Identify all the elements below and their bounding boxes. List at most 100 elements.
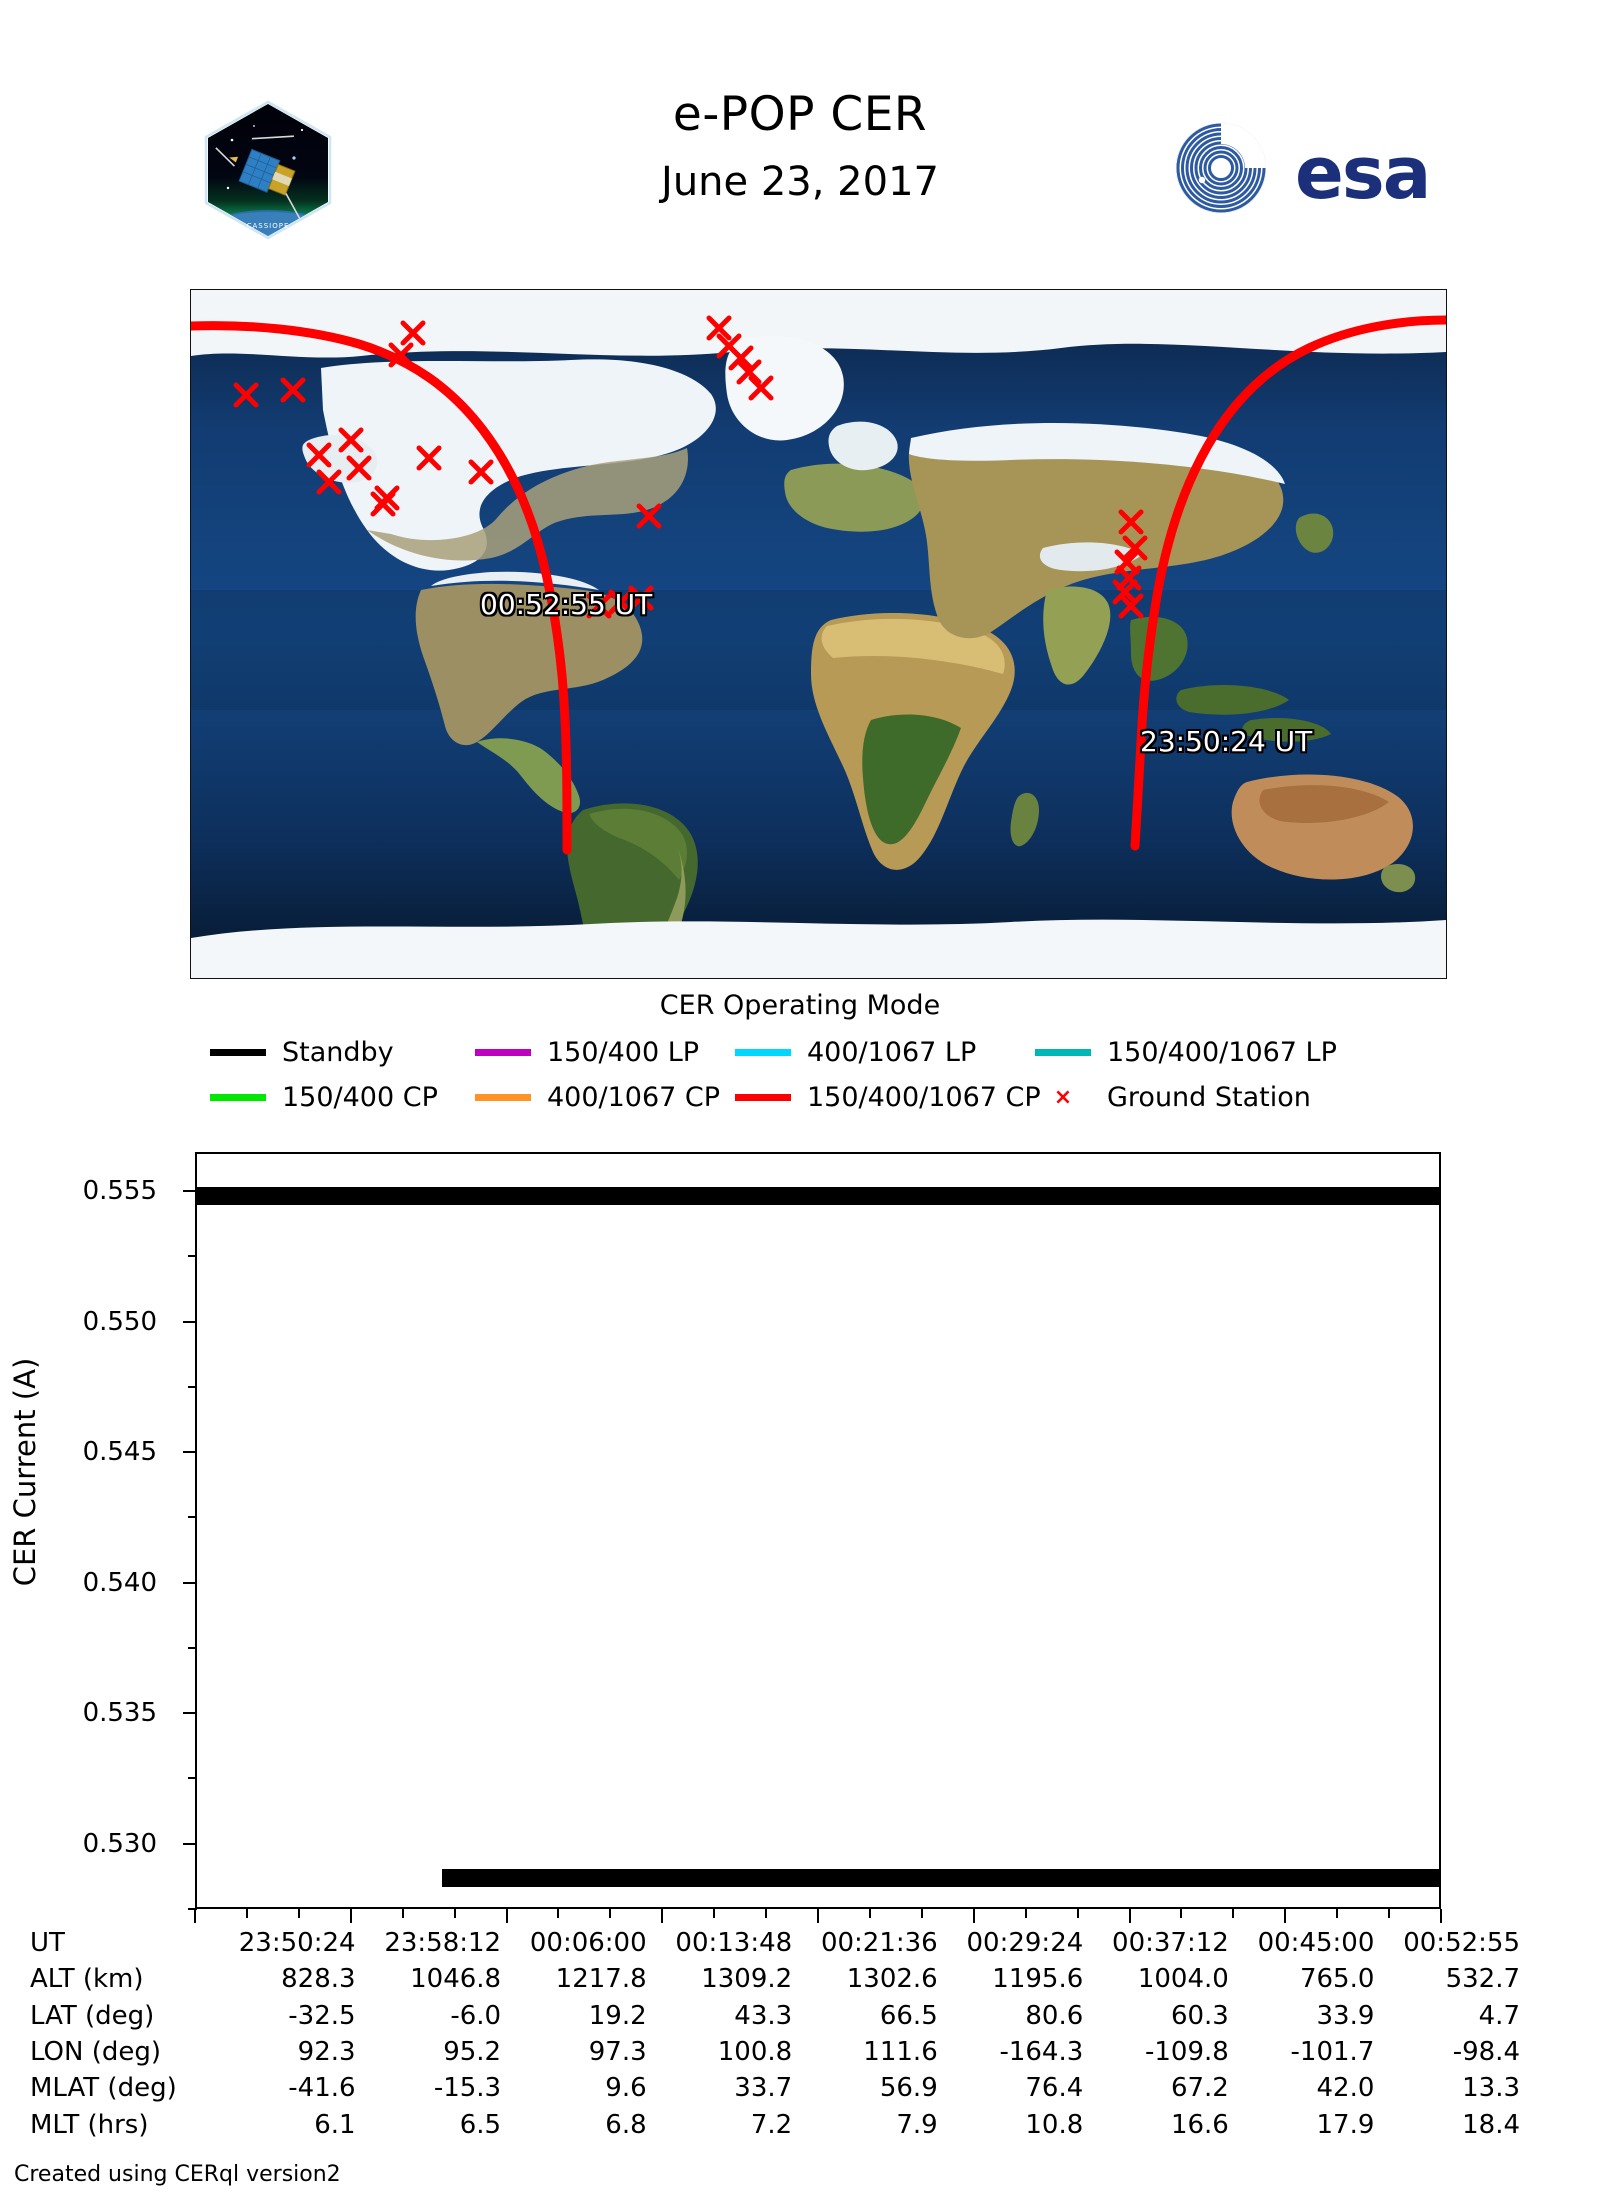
y-axis-ticks: 0.530 0.535 0.540 0.545 0.550 0.555 xyxy=(0,1152,197,1910)
x-tick-minor xyxy=(1388,1909,1391,1918)
table-cell: 00:45:00 xyxy=(1257,1928,1375,1958)
table-cell: 9.6 xyxy=(605,2073,647,2104)
cassiope-logo-icon: CASSIOPE xyxy=(198,100,338,240)
y-tick-major xyxy=(183,1190,197,1193)
x-tick-minor xyxy=(1232,1909,1235,1918)
y-tick-major xyxy=(183,1451,197,1454)
legend-row: 150/400 CP 400/1067 CP 150/400/1067 CP ×… xyxy=(210,1075,1460,1120)
data-band-high xyxy=(197,1186,1439,1205)
x-tick-minor xyxy=(245,1909,248,1918)
table-cell: 56.9 xyxy=(879,2073,938,2104)
legend-item-150-400-cp: 150/400 CP xyxy=(210,1082,475,1113)
table-cell: 97.3 xyxy=(588,2036,647,2067)
table-row-header: MLT (hrs) xyxy=(30,2109,149,2140)
x-tick-minor xyxy=(1336,1909,1339,1918)
table-cell: 76.4 xyxy=(1025,2073,1084,2104)
legend-item-150-400-lp: 150/400 LP xyxy=(475,1037,735,1068)
table-cell: 23:50:24 xyxy=(238,1928,356,1958)
x-tick-minor xyxy=(1180,1909,1183,1918)
x-tick-major xyxy=(1284,1909,1287,1923)
table-row: LON (deg) 92.3 95.2 97.3 100.8 111.6 -164.3 -10… xyxy=(30,2034,1520,2070)
x-tick-minor xyxy=(557,1909,560,1918)
table-cell: 00:13:48 xyxy=(675,1928,793,1958)
footer-credit: Created using CERql version2 xyxy=(14,2162,341,2187)
y-tick-minor xyxy=(188,1385,197,1388)
table-cell: 111.6 xyxy=(863,2036,938,2067)
map-time-label-end: 00:52:55 UT xyxy=(480,588,653,621)
x-tick-major xyxy=(1440,1909,1442,1923)
table-cell: 67.2 xyxy=(1170,2073,1229,2104)
header: CASSIOPE e-POP CER June 23, 2017 xyxy=(0,0,1600,290)
cer-current-plot xyxy=(195,1152,1441,1909)
y-tick-minor xyxy=(188,1646,197,1649)
world-map-image xyxy=(191,290,1446,978)
table-cell: 100.8 xyxy=(717,2036,793,2067)
legend-label-150-400-1067-cp: 150/400/1067 CP xyxy=(807,1082,1041,1113)
page-title: e-POP CER xyxy=(672,87,928,142)
table-row: LAT (deg) -32.5 -6.0 19.2 43.3 66.5 80.6 60.3 33… xyxy=(30,1998,1520,2034)
table-row-header: MLAT (deg) xyxy=(30,2073,177,2104)
x-tick-minor xyxy=(1076,1909,1079,1918)
table-cell: 1046.8 xyxy=(410,1964,502,1995)
table-cell: 7.9 xyxy=(896,2109,938,2140)
legend-swatch-150-400-lp xyxy=(475,1049,531,1056)
table-cell: 13.3 xyxy=(1462,2073,1520,2104)
legend-item-400-1067-lp: 400/1067 LP xyxy=(735,1037,1035,1068)
table-cell: -15.3 xyxy=(433,2073,502,2104)
table-cell: -98.4 xyxy=(1452,2036,1520,2067)
legend-label-standby: Standby xyxy=(282,1037,394,1068)
table-cell: 1004.0 xyxy=(1137,1964,1229,1995)
legend-label-150-400-1067-lp: 150/400/1067 LP xyxy=(1107,1037,1337,1068)
table-row-header: LAT (deg) xyxy=(30,2000,155,2031)
table-row: MLAT (deg) -41.6 -15.3 9.6 33.7 56.9 76.4 67.2 4… xyxy=(30,2070,1520,2106)
x-tick-minor xyxy=(713,1909,716,1918)
table-cell: 33.9 xyxy=(1316,2000,1375,2031)
x-tick-minor xyxy=(765,1909,768,1918)
legend-item-400-1067-cp: 400/1067 CP xyxy=(475,1082,735,1113)
legend-label-150-400-cp: 150/400 CP xyxy=(282,1082,438,1113)
table-row: MLT (hrs) 6.1 6.5 6.8 7.2 7.9 10.8 16.6 17.9 18.4 xyxy=(30,2107,1520,2143)
legend-label-150-400-lp: 150/400 LP xyxy=(547,1037,700,1068)
x-tick-minor xyxy=(609,1909,612,1918)
legend-swatch-400-1067-lp xyxy=(735,1049,791,1056)
legend-label-ground-station: Ground Station xyxy=(1107,1082,1311,1113)
y-tick-label: 0.535 xyxy=(82,1698,157,1729)
table-cell: 7.2 xyxy=(750,2109,793,2140)
y-tick-minor xyxy=(188,1516,197,1519)
x-tick-major xyxy=(194,1909,196,1923)
x-tick-minor xyxy=(297,1909,300,1918)
map-caption: CER Operating Mode xyxy=(659,990,941,1021)
legend-swatch-150-400-cp xyxy=(210,1094,266,1101)
y-tick-major xyxy=(183,1712,197,1715)
table-cell: 00:52:55 xyxy=(1403,1928,1520,1958)
y-tick-major xyxy=(183,1581,197,1584)
table-cell: 92.3 xyxy=(297,2036,356,2067)
table-cell: 532.7 xyxy=(1445,1964,1520,1995)
table-cell: 6.1 xyxy=(314,2109,356,2140)
esa-logo-icon: esa xyxy=(1175,122,1465,215)
legend-item-150-400-1067-lp: 150/400/1067 LP xyxy=(1035,1037,1337,1068)
table-cell: -164.3 xyxy=(999,2036,1084,2067)
table-row-header: UT xyxy=(30,1928,65,1958)
table-cell: -32.5 xyxy=(288,2000,356,2031)
table-cell: 6.5 xyxy=(459,2109,502,2140)
table-cell: -109.8 xyxy=(1145,2036,1229,2067)
legend-label-400-1067-cp: 400/1067 CP xyxy=(547,1082,721,1113)
x-tick-minor xyxy=(453,1909,456,1918)
table-cell: 95.2 xyxy=(443,2036,502,2067)
x-tick-major xyxy=(1128,1909,1131,1923)
legend-swatch-400-1067-cp xyxy=(475,1094,531,1101)
table-cell: 66.5 xyxy=(879,2000,938,2031)
legend-item-150-400-1067-cp: 150/400/1067 CP xyxy=(735,1082,1041,1113)
x-tick-minor xyxy=(1024,1909,1027,1918)
world-map-panel xyxy=(190,289,1447,979)
title-block: e-POP CER June 23, 2017 xyxy=(400,87,1200,204)
map-time-label-start: 23:50:24 UT xyxy=(1140,725,1313,758)
svg-text:CASSIOPE: CASSIOPE xyxy=(247,222,290,230)
legend-item-standby: Standby xyxy=(210,1037,475,1068)
table-cell: 80.6 xyxy=(1025,2000,1084,2031)
legend-swatch-150-400-1067-lp xyxy=(1035,1049,1091,1056)
table-cell: 1309.2 xyxy=(701,1964,793,1995)
legend-row: Standby 150/400 LP 400/1067 LP 150/400/1… xyxy=(210,1030,1460,1075)
